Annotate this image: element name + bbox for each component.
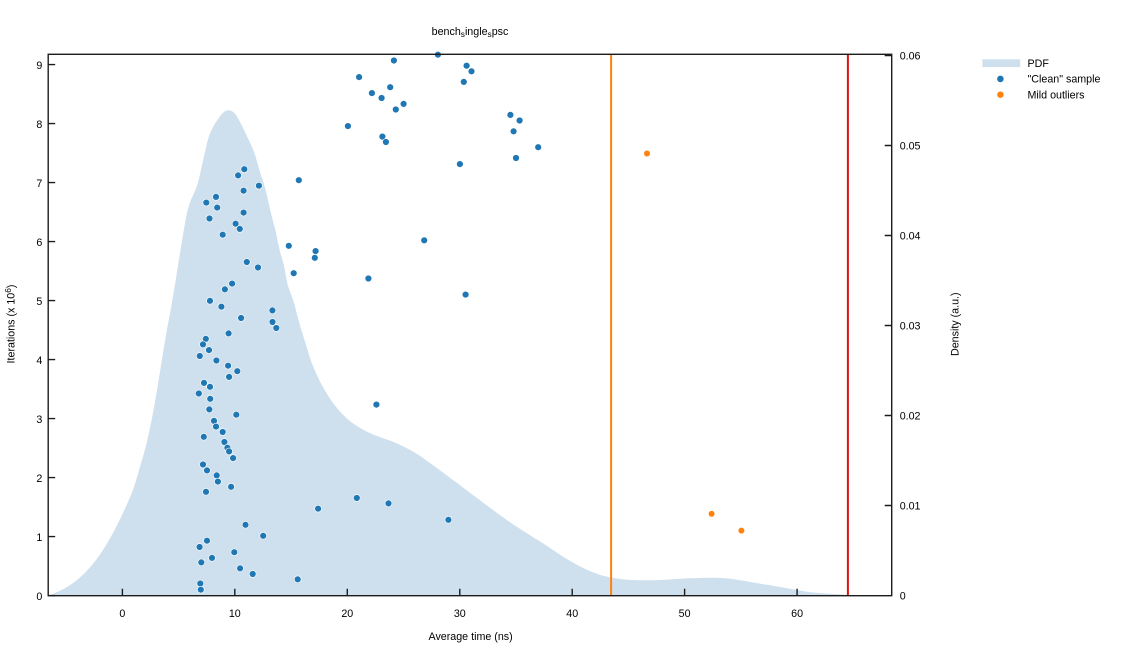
svg-text:0.05: 0.05 — [900, 141, 921, 153]
svg-text:3: 3 — [36, 414, 42, 426]
svg-text:30: 30 — [454, 608, 466, 620]
svg-text:5: 5 — [36, 296, 42, 308]
svg-text:Density (a.u.): Density (a.u.) — [949, 292, 961, 356]
svg-text:PDF: PDF — [1028, 58, 1050, 70]
svg-text:0.02: 0.02 — [900, 411, 921, 423]
svg-text:Iterations (x 106): Iterations (x 106) — [3, 285, 17, 364]
svg-text:50: 50 — [679, 608, 691, 620]
svg-text:2: 2 — [36, 473, 42, 485]
svg-text:10: 10 — [229, 608, 241, 620]
svg-text:Mild outliers: Mild outliers — [1028, 90, 1085, 102]
svg-text:0.06: 0.06 — [900, 51, 921, 63]
svg-text:0.03: 0.03 — [900, 321, 921, 333]
svg-text:"Clean" sample: "Clean" sample — [1028, 74, 1101, 86]
svg-text:7: 7 — [36, 178, 42, 190]
svg-text:0.01: 0.01 — [900, 501, 921, 513]
svg-text:0: 0 — [900, 591, 906, 603]
svg-text:0.04: 0.04 — [900, 231, 921, 243]
svg-text:40: 40 — [566, 608, 578, 620]
svg-text:1: 1 — [36, 532, 42, 544]
svg-text:20: 20 — [341, 608, 353, 620]
svg-text:4: 4 — [36, 355, 42, 367]
svg-text:0: 0 — [119, 608, 125, 620]
svg-text:Average time (ns): Average time (ns) — [429, 631, 513, 643]
svg-text:8: 8 — [36, 119, 42, 131]
svg-text:60: 60 — [791, 608, 803, 620]
svg-text:0: 0 — [36, 591, 42, 603]
svg-text:benchsinglespsc: benchsinglespsc — [432, 26, 509, 39]
svg-text:6: 6 — [36, 237, 42, 249]
svg-text:9: 9 — [36, 60, 42, 72]
